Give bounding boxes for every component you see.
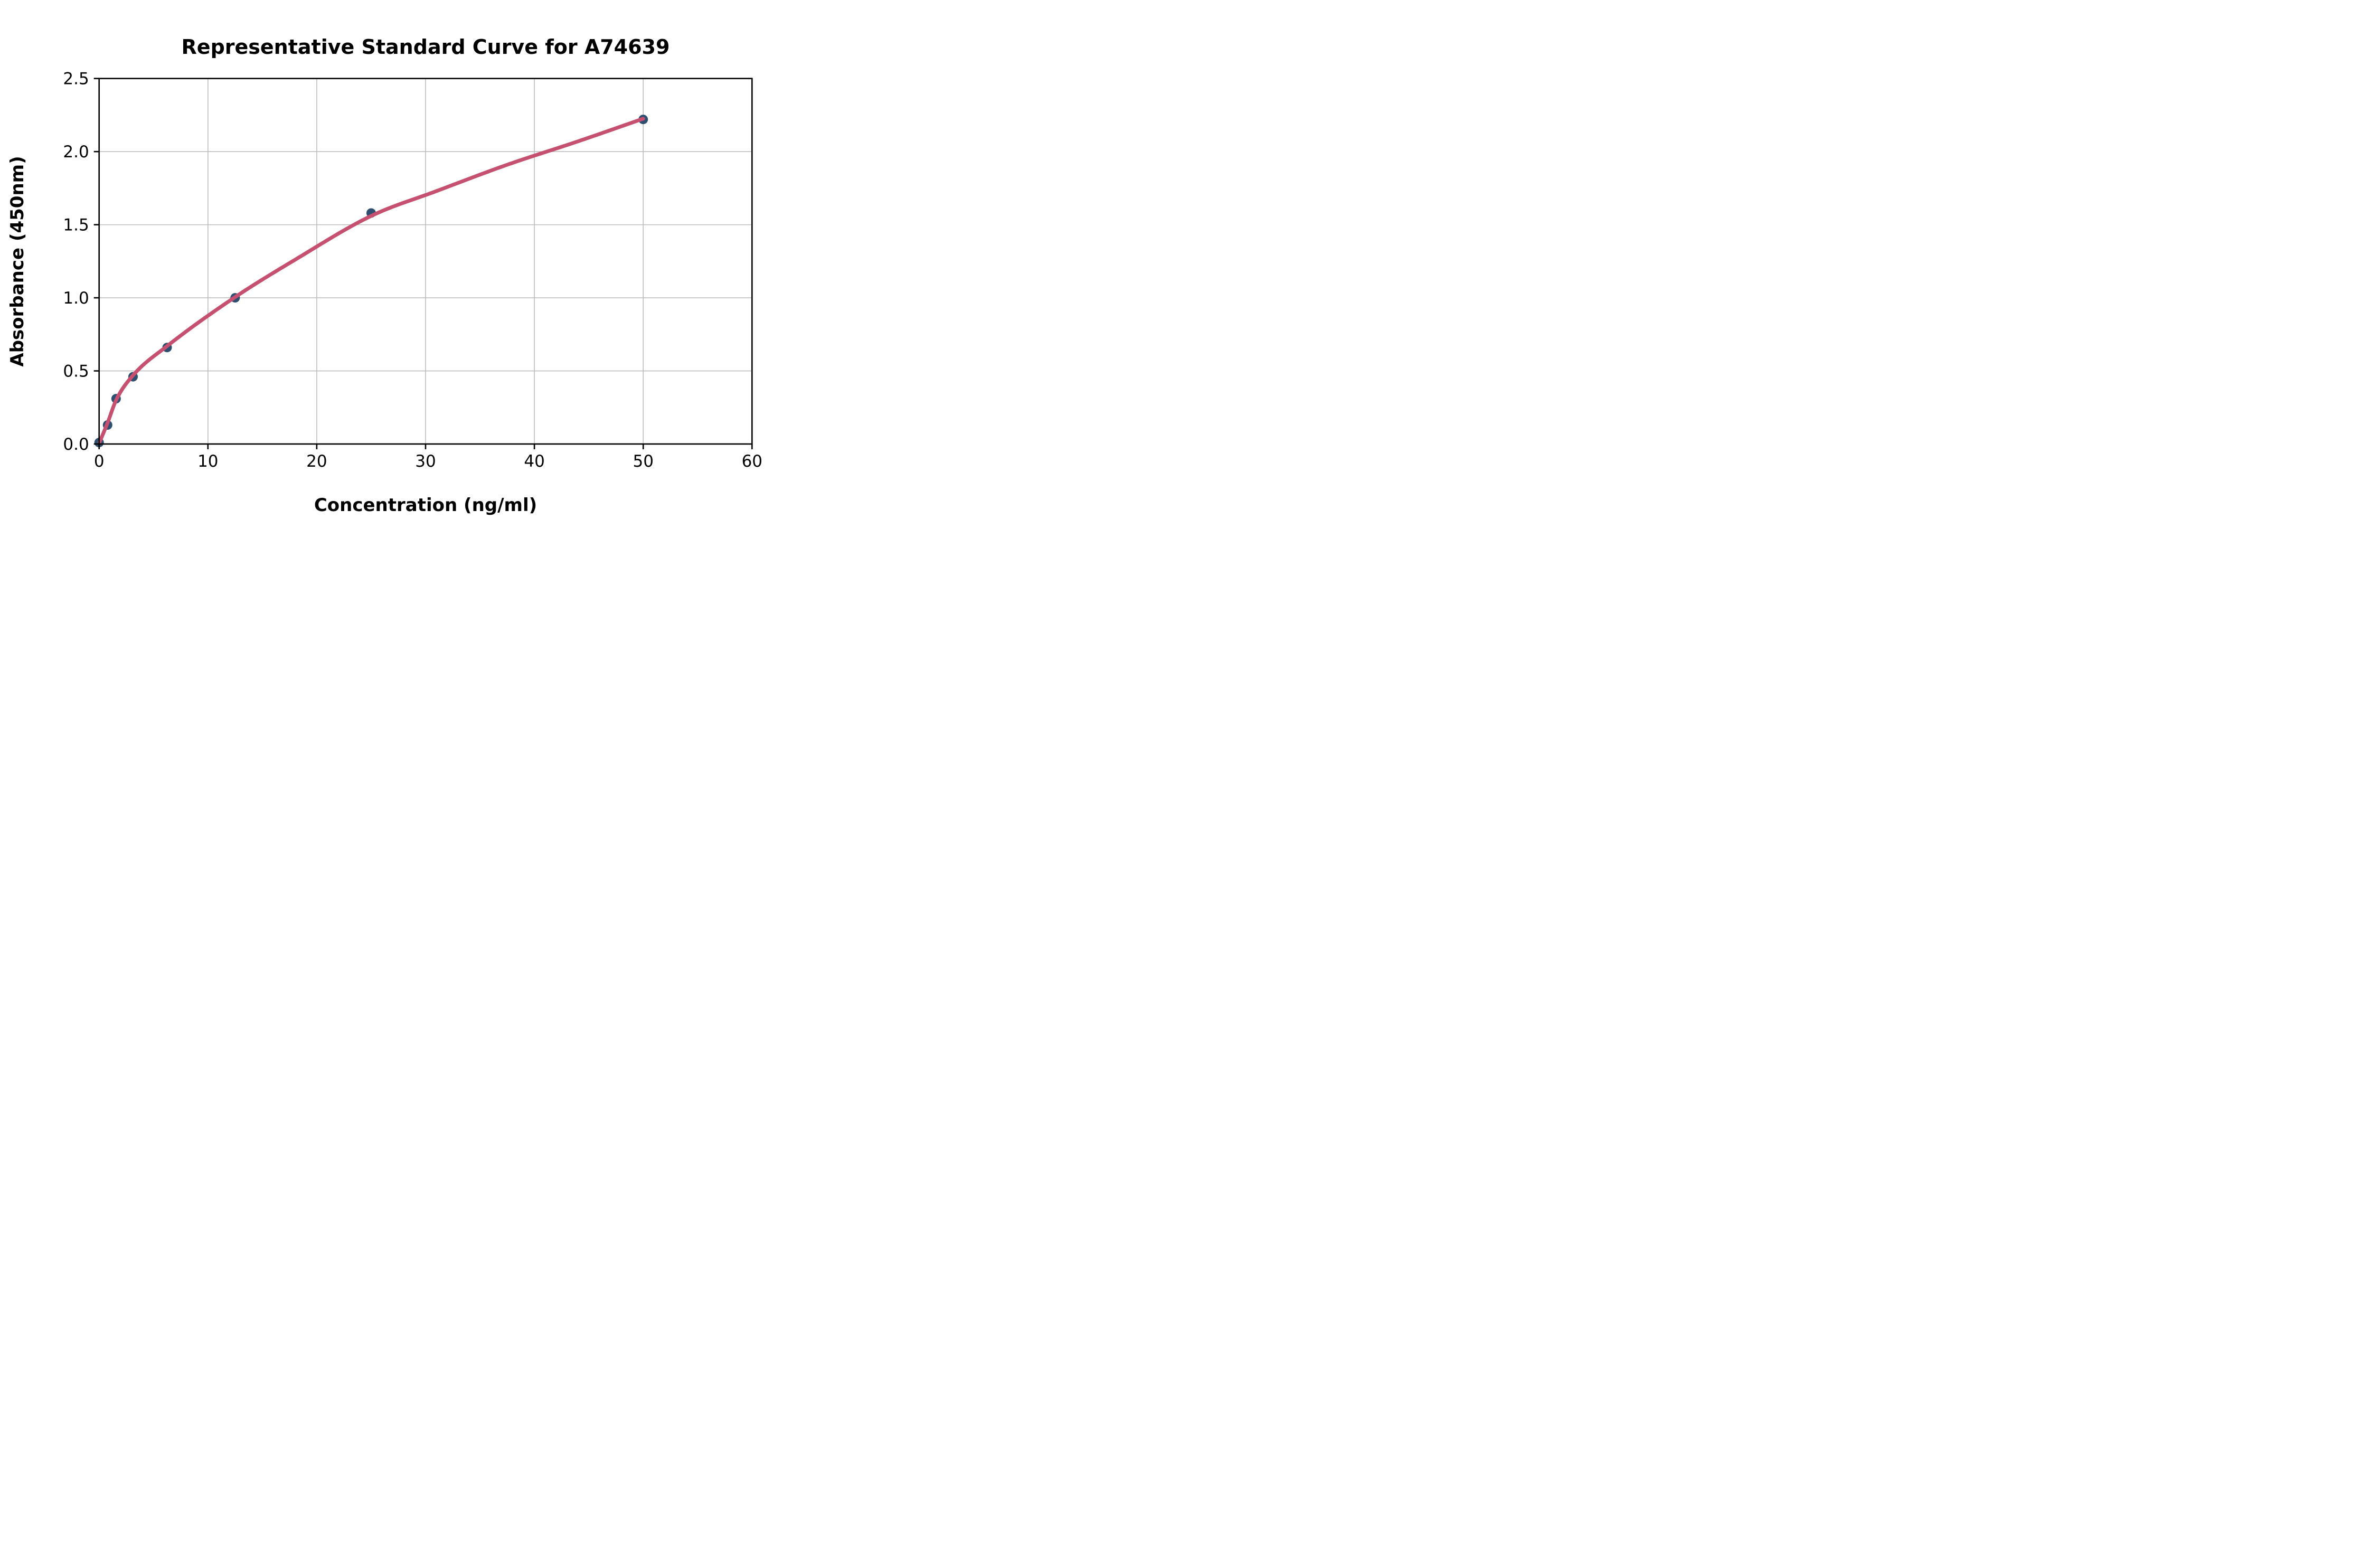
x-tick-label: 10: [197, 452, 218, 471]
x-tick-label: 0: [94, 452, 105, 471]
chart-title: Representative Standard Curve for A74639: [182, 35, 670, 59]
grid-layer: [99, 78, 752, 444]
figure-container: 0 10 20 30 40 50 60 0.0 0.5 1.0 1.5 2.0 2.5 Represen…: [0, 0, 792, 523]
y-tick-label: 2.0: [63, 143, 89, 162]
scatter-points-layer: [94, 115, 648, 448]
y-tick-label: 0.0: [63, 435, 89, 454]
x-tick-label: 20: [306, 452, 327, 471]
y-tick-label: 1.5: [63, 216, 89, 235]
tick-layer: [93, 78, 753, 449]
x-tick-label: 60: [742, 452, 762, 471]
tick-label-layer: 0 10 20 30 40 50 60 0.0 0.5 1.0 1.5 2.0 2.5: [63, 70, 762, 471]
x-tick-label: 50: [633, 452, 653, 471]
y-tick-label: 0.5: [63, 362, 89, 381]
x-tick-label: 30: [415, 452, 436, 471]
x-axis-label: Concentration (ng/ml): [314, 495, 537, 516]
y-tick-label: 2.5: [63, 70, 89, 89]
y-tick-label: 1.0: [63, 289, 89, 308]
x-tick-label: 40: [524, 452, 544, 471]
y-axis-label: Absorbance (450nm): [7, 156, 28, 366]
fit-curve-line: [98, 117, 645, 444]
standard-curve-chart: 0 10 20 30 40 50 60 0.0 0.5 1.0 1.5 2.0 2.5 Represen…: [7, 35, 762, 516]
